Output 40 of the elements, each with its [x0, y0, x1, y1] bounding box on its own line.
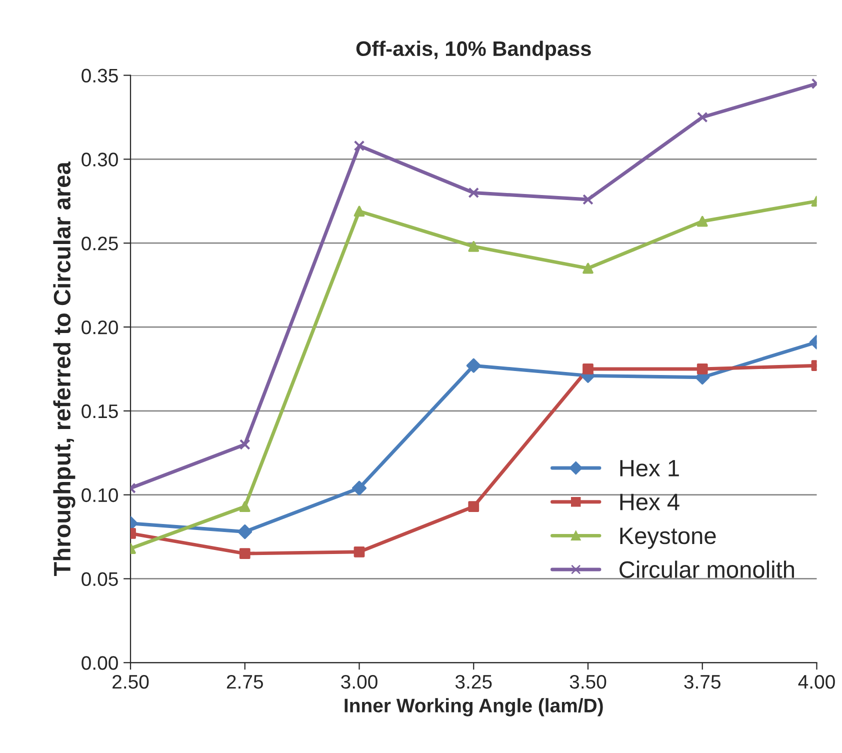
chart-title: Off-axis, 10% Bandpass [356, 40, 591, 60]
point [468, 241, 480, 252]
y-tick-label: 0.30 [82, 152, 118, 166]
legend-label: Keystone [620, 528, 716, 549]
y-tick-label: 0.15 [82, 404, 118, 418]
point [582, 364, 594, 374]
point [354, 140, 365, 152]
point [352, 480, 367, 496]
y-tick-label: 0.10 [82, 488, 118, 502]
x-tick-label: 3.50 [570, 674, 606, 689]
point [696, 112, 708, 123]
point [238, 524, 252, 540]
y-tick-label: 0.00 [82, 656, 118, 670]
y-tick-label: 0.25 [82, 236, 118, 250]
x-tick-label: 3.00 [341, 674, 378, 689]
y-tick-label: 0.20 [82, 320, 118, 334]
y-axis-title: Throughput, referred to Circular area [53, 162, 76, 576]
point [468, 187, 480, 198]
point [696, 364, 708, 374]
x-tick-label: 4.00 [798, 674, 835, 689]
legend-label: Hex 1 [620, 460, 679, 477]
legend-label: Hex 4 [620, 494, 680, 510]
x-tick-label: 3.25 [455, 674, 492, 689]
point [239, 501, 250, 512]
x-tick-label: 3.75 [684, 674, 720, 689]
point [354, 206, 365, 217]
point [582, 194, 594, 205]
x-axis-title: Inner Working Angle (lam/D) [344, 698, 603, 716]
x-tick-label: 2.75 [226, 674, 263, 689]
point [239, 439, 250, 450]
point [354, 546, 365, 558]
point [582, 262, 594, 274]
point [466, 358, 481, 373]
y-tick-label: 0.05 [82, 572, 118, 586]
legend-label: Circular monolith [620, 560, 794, 578]
point [468, 501, 480, 512]
point [696, 216, 708, 227]
y-tick-label: 0.35 [82, 68, 118, 83]
x-tick-label: 2.50 [112, 674, 149, 689]
point [239, 548, 250, 559]
